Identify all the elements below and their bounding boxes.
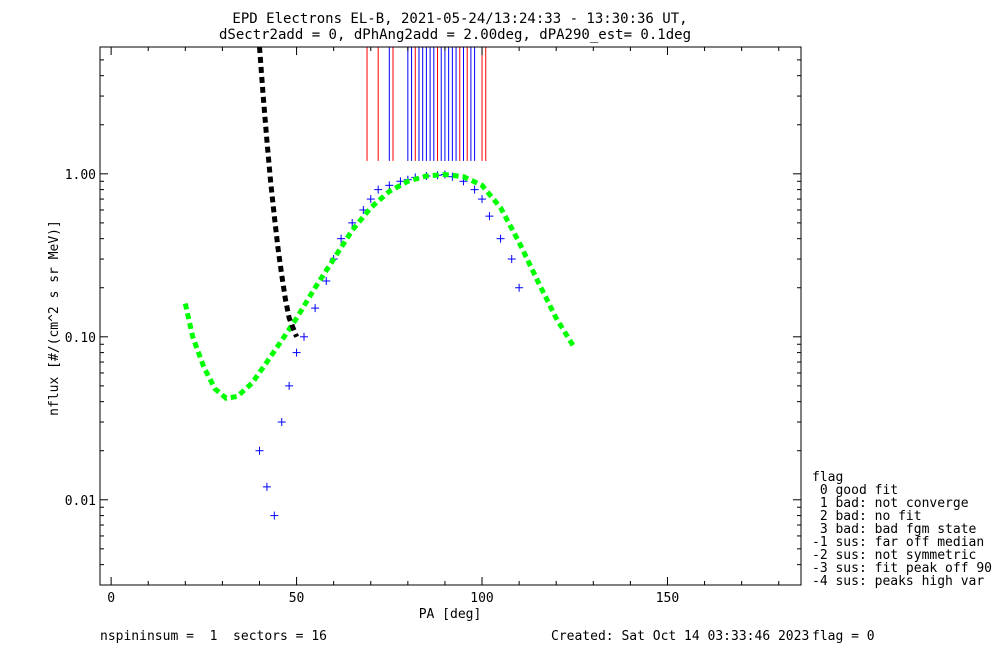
legend-entry: 3 bad: bad fgm state (812, 522, 977, 537)
data-marker (270, 511, 279, 520)
data-marker (366, 195, 375, 204)
x-tick-label: 50 (289, 591, 305, 606)
legend-entry: 2 bad: no fit (812, 509, 922, 524)
y-axis-label: nflux [#/(cm^2 s sr MeV)] (47, 220, 62, 416)
footer-created: Created: Sat Oct 14 03:33:46 2023 (551, 629, 809, 644)
data-marker (299, 332, 308, 341)
x-tick-label: 0 (107, 591, 115, 606)
series-0 (182, 171, 577, 401)
y-tick-label: 0.01 (65, 494, 96, 509)
data-marker (337, 234, 346, 243)
data-marker (322, 276, 331, 285)
plot-frame (99, 46, 802, 586)
x-tick-label: 150 (656, 591, 679, 606)
footer-flag: flag = 0 (812, 629, 875, 644)
x-axis-label: PA [deg] (419, 607, 482, 622)
data-marker (292, 348, 301, 357)
axes: 0 50 100 150 0.01 0.10 1.00 (65, 46, 802, 606)
data-marker (348, 218, 357, 227)
data-marker (478, 195, 487, 204)
y-tick-label: 0.10 (65, 331, 96, 346)
legend-entry: -3 sus: fit peak off 90 (812, 561, 992, 576)
chart-subtitle: dSectr2add = 0, dPhAng2add = 2.00deg, dP… (219, 27, 691, 43)
x-tick-label: 100 (470, 591, 493, 606)
legend-entry: -4 sus: peaks high var (812, 574, 984, 589)
legend-title: flag (812, 470, 843, 485)
legend-entry: -2 sus: not symmetric (812, 548, 976, 563)
data-marker (385, 181, 394, 190)
data-marker (374, 185, 383, 194)
y-tick-label: 1.00 (65, 168, 96, 183)
flag-legend: flag 0 good fit 1 bad: not converge 2 ba… (812, 470, 992, 589)
data-layer (182, 47, 577, 520)
data-marker (470, 185, 479, 194)
data-marker (262, 482, 271, 491)
footer-sector-info: nspininsum = 1 sectors = 16 (100, 629, 327, 644)
legend-entry: 0 good fit (812, 483, 898, 498)
data-marker (507, 255, 516, 264)
data-marker (485, 212, 494, 221)
data-marker (311, 304, 320, 313)
chart-title: EPD Electrons EL-B, 2021-05-24/13:24:33 … (232, 11, 687, 27)
data-marker (515, 283, 524, 292)
legend-entry: 1 bad: not converge (812, 496, 969, 511)
data-marker (277, 418, 286, 427)
data-marker (285, 381, 294, 390)
data-marker (255, 446, 264, 455)
series-1 (257, 47, 299, 338)
data-marker (496, 234, 505, 243)
legend-entry: -1 sus: far off median (812, 535, 984, 550)
